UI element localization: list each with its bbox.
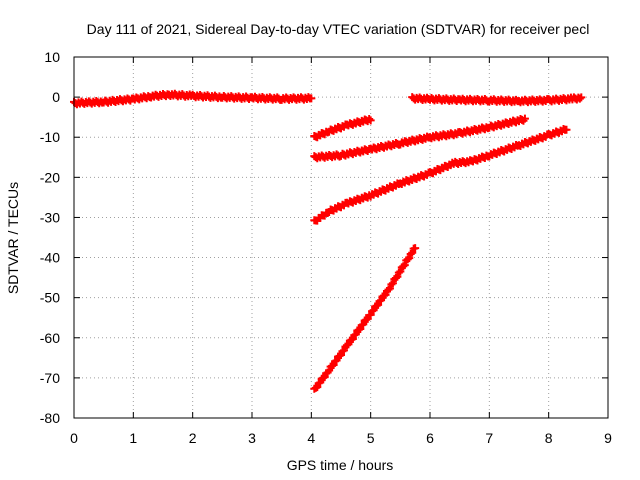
- data-point: [365, 114, 374, 123]
- x-tick-label: 9: [604, 430, 612, 446]
- data-point: [307, 94, 316, 103]
- y-tick-label: -40: [40, 250, 60, 266]
- data-point: [374, 300, 383, 309]
- data-point: [520, 114, 529, 123]
- data-point: [316, 378, 325, 387]
- data-point: [366, 116, 375, 125]
- data-point: [337, 351, 345, 360]
- data-point: [391, 273, 400, 282]
- series-3: [310, 114, 375, 142]
- data-point: [366, 310, 375, 319]
- y-tick-label: -70: [40, 370, 60, 386]
- data-point: [387, 280, 396, 289]
- y-tick-label: -80: [40, 410, 60, 426]
- y-tick-label: 10: [44, 49, 60, 65]
- data-point: [405, 254, 414, 263]
- y-tick-label: -30: [40, 209, 60, 225]
- data-point: [406, 249, 415, 258]
- data-point: [575, 94, 584, 103]
- data-point: [408, 248, 417, 257]
- x-tick-label: 1: [129, 430, 137, 446]
- x-tick-label: 8: [545, 430, 553, 446]
- y-tick-label: -60: [40, 330, 60, 346]
- data-point: [381, 290, 390, 299]
- data-point: [399, 262, 408, 271]
- series-5: [310, 125, 571, 225]
- data-point: [356, 324, 365, 333]
- data-point: [396, 267, 405, 276]
- y-tick-label: -50: [40, 290, 60, 306]
- data-point: [351, 330, 360, 339]
- x-axis-title: GPS time / hours: [287, 457, 394, 473]
- plot-frame: [73, 56, 609, 419]
- data-point: [332, 356, 341, 365]
- data-point: [329, 361, 338, 370]
- x-tick-label: 5: [367, 430, 375, 446]
- series-6: [310, 244, 420, 393]
- x-tick-label: 2: [189, 430, 197, 446]
- data-point: [344, 340, 353, 349]
- data-point: [385, 284, 394, 293]
- data-point: [577, 93, 586, 102]
- series-2: [408, 93, 586, 107]
- data-point: [394, 268, 403, 277]
- data-point: [562, 125, 571, 134]
- x-tick-label: 4: [307, 430, 315, 446]
- x-tick-label: 7: [485, 430, 493, 446]
- y-tick-label: -10: [40, 129, 60, 145]
- data-point: [384, 285, 393, 294]
- y-axis-title: SDTVAR / TECUs: [5, 182, 21, 294]
- data-point: [359, 320, 368, 329]
- x-tick-label: 0: [70, 430, 78, 446]
- data-point: [320, 373, 329, 382]
- data-series: [70, 89, 586, 393]
- y-tick-label: -20: [40, 169, 60, 185]
- axis-ticks: 0 1 2 3 4 5 6 7 8 9 10 0 -10 -20 -30 -40 -50 -60 -70 -80: [40, 49, 612, 446]
- x-tick-label: 3: [248, 430, 256, 446]
- y-tick-label: 0: [52, 89, 60, 105]
- data-point: [393, 272, 402, 281]
- data-point: [339, 346, 348, 355]
- chart-title: Day 111 of 2021, Sidereal Day-to-day VTE…: [87, 21, 590, 37]
- data-point: [400, 261, 409, 270]
- grid-lines: [74, 57, 608, 418]
- data-point: [348, 334, 357, 343]
- data-point: [369, 306, 378, 315]
- series-1: [70, 89, 316, 109]
- data-point: [403, 255, 412, 264]
- x-tick-label: 6: [426, 430, 434, 446]
- data-point: [388, 279, 397, 288]
- series-4: [310, 114, 529, 163]
- data-point: [411, 244, 420, 253]
- data-point: [377, 296, 386, 305]
- data-point: [313, 383, 322, 392]
- data-point: [325, 366, 334, 375]
- data-point: [363, 314, 372, 323]
